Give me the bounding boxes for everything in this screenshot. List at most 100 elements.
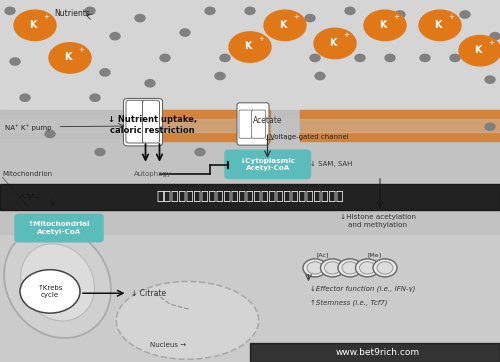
Ellipse shape [377, 262, 393, 274]
Text: +: + [343, 33, 349, 38]
Circle shape [419, 10, 461, 41]
Text: K: K [329, 38, 336, 48]
Circle shape [145, 80, 155, 87]
Text: +: + [78, 47, 84, 53]
Circle shape [45, 130, 55, 138]
Text: www.bet9rich.com: www.bet9rich.com [336, 348, 419, 357]
Circle shape [215, 72, 225, 80]
Circle shape [5, 7, 15, 14]
Circle shape [385, 54, 395, 62]
Text: +: + [293, 14, 299, 20]
Text: ↓Effector function (i.e., IFN-γ): ↓Effector function (i.e., IFN-γ) [310, 285, 416, 291]
Bar [0, 235, 500, 362]
Circle shape [45, 22, 55, 29]
Text: ↑Stemness (i.e., Tcf7): ↑Stemness (i.e., Tcf7) [310, 299, 388, 306]
Ellipse shape [307, 262, 323, 274]
Ellipse shape [20, 244, 94, 321]
Circle shape [245, 7, 255, 14]
Text: Autophagy: Autophagy [134, 171, 172, 177]
FancyBboxPatch shape [15, 214, 103, 242]
Bar [0, 0, 500, 112]
Circle shape [314, 28, 356, 59]
Ellipse shape [116, 282, 259, 359]
Bar [300, 110, 500, 141]
Text: +: + [43, 14, 49, 20]
Text: K: K [379, 20, 386, 30]
Circle shape [315, 72, 325, 80]
FancyBboxPatch shape [124, 98, 162, 146]
Circle shape [180, 29, 190, 36]
Ellipse shape [360, 262, 376, 274]
Text: 高强度间歇训练对脂肪肝改善的作用机制及临床应用研究: 高强度间歇训练对脂肪肝改善的作用机制及临床应用研究 [156, 190, 344, 203]
Text: +: + [258, 36, 264, 42]
Text: [Ac]: [Ac] [316, 253, 329, 258]
Circle shape [264, 10, 306, 41]
Circle shape [100, 69, 110, 76]
Circle shape [20, 270, 80, 313]
FancyBboxPatch shape [237, 103, 269, 145]
Text: +: + [393, 14, 399, 20]
Ellipse shape [4, 227, 111, 338]
Circle shape [14, 10, 56, 41]
Text: Nucleus →: Nucleus → [150, 342, 186, 348]
Text: ↓Cytoplasmic
Acetyl-CoA: ↓Cytoplasmic Acetyl-CoA [240, 158, 296, 171]
FancyBboxPatch shape [239, 110, 253, 138]
FancyBboxPatch shape [225, 150, 310, 178]
Ellipse shape [324, 262, 340, 274]
Circle shape [20, 94, 30, 101]
Circle shape [90, 94, 100, 101]
Circle shape [490, 33, 500, 40]
Circle shape [95, 148, 105, 156]
Text: K: K [434, 20, 442, 30]
Circle shape [460, 11, 470, 18]
Text: K: K [29, 20, 36, 30]
Text: +: + [488, 40, 494, 46]
Circle shape [205, 7, 215, 14]
Circle shape [305, 14, 315, 22]
Bar [0, 119, 500, 132]
Bar [140, 110, 270, 141]
Circle shape [135, 14, 145, 22]
Text: K: K [279, 20, 286, 30]
Circle shape [160, 54, 170, 62]
Bar [134, 115, 152, 131]
Text: K: K [474, 45, 481, 55]
Bar [0, 110, 500, 141]
Text: Mitochondrion: Mitochondrion [2, 171, 52, 177]
Text: NA⁺ K⁺ pump: NA⁺ K⁺ pump [5, 125, 52, 131]
FancyBboxPatch shape [126, 100, 145, 143]
Text: ACSS1: ACSS1 [20, 194, 40, 199]
Ellipse shape [303, 259, 327, 277]
Ellipse shape [338, 259, 362, 277]
FancyBboxPatch shape [252, 110, 266, 138]
Circle shape [485, 123, 495, 130]
Circle shape [10, 58, 20, 65]
Circle shape [85, 7, 95, 14]
Text: Acetate: Acetate [253, 116, 282, 125]
Circle shape [229, 32, 271, 62]
Circle shape [364, 10, 406, 41]
Ellipse shape [320, 259, 344, 277]
Circle shape [345, 7, 355, 14]
Ellipse shape [356, 259, 380, 277]
Circle shape [395, 11, 405, 18]
Bar [0, 139, 500, 235]
Text: [Me]: [Me] [368, 253, 382, 258]
Bar [250, 343, 500, 362]
Text: +: + [448, 14, 454, 20]
Circle shape [110, 33, 120, 40]
Ellipse shape [373, 259, 397, 277]
Text: ↓ Nutrient uptake,
caloric restriction: ↓ Nutrient uptake, caloric restriction [108, 115, 197, 135]
Text: K: K [244, 41, 252, 51]
Ellipse shape [342, 262, 358, 274]
Circle shape [420, 54, 430, 62]
Circle shape [355, 54, 365, 62]
Text: ↓ SAM, SAH: ↓ SAM, SAH [310, 161, 352, 167]
Circle shape [459, 35, 500, 66]
Text: Nutrients: Nutrients [54, 9, 90, 18]
FancyBboxPatch shape [142, 100, 160, 143]
Text: K: K [64, 52, 72, 62]
Circle shape [49, 43, 91, 73]
Circle shape [220, 54, 230, 62]
Bar [0, 184, 500, 210]
